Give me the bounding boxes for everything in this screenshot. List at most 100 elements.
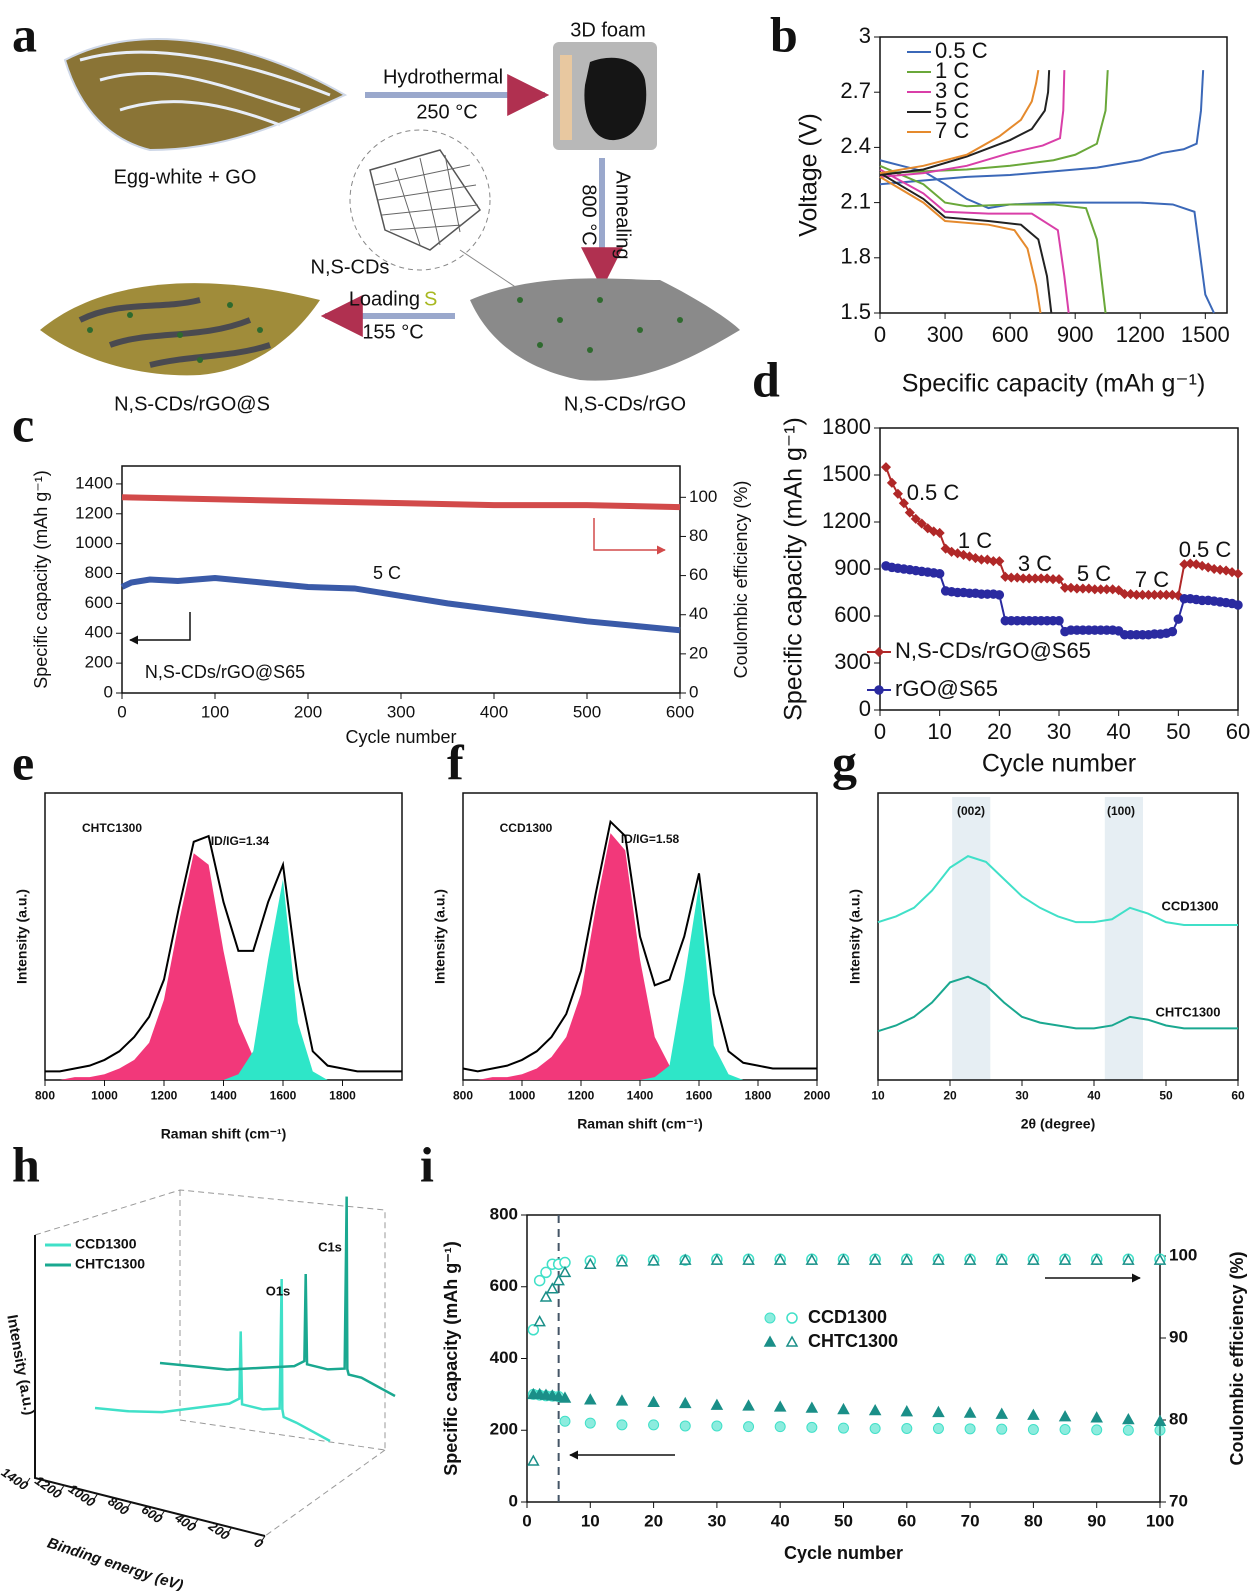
x-tick [92, 1494, 98, 1501]
line [159, 1196, 396, 1398]
y-tick-label: 3 [859, 23, 871, 48]
marker [1058, 1410, 1072, 1422]
x-axis-label: Raman shift (cm⁻¹) [161, 1126, 287, 1142]
marker [910, 513, 921, 524]
y-tick-label: 0 [104, 682, 113, 701]
marker [786, 1312, 798, 1324]
step-label: Loading [349, 288, 420, 310]
marker [963, 1253, 977, 1265]
marker [1012, 572, 1023, 583]
marker [1215, 564, 1226, 575]
marker [932, 1253, 945, 1265]
x-tick-label: 500 [573, 702, 601, 721]
marker [1083, 583, 1094, 594]
marker [1233, 600, 1243, 610]
step-temp: 800 °C [578, 184, 600, 245]
marker [533, 1274, 546, 1287]
annotation: CHTC1300 [82, 821, 142, 835]
x-tick-label: 0 [874, 719, 886, 744]
y-tick-label: 0 [509, 1491, 518, 1510]
x-tick-label: 200 [294, 702, 322, 721]
x-tick [193, 1519, 199, 1526]
x-axis-label: Cycle number [784, 1543, 903, 1563]
y-axis-label: Intensity (a.u.) [432, 889, 448, 984]
line [121, 494, 681, 511]
marker [963, 1406, 977, 1418]
marker [1053, 574, 1065, 585]
marker [773, 1253, 787, 1265]
marker [678, 1396, 692, 1409]
x-tick-label: 50 [1166, 719, 1190, 744]
marker [742, 1253, 755, 1265]
fibers [79, 50, 331, 127]
marker [559, 1415, 571, 1427]
line [879, 172, 1053, 314]
x-tick [260, 1535, 266, 1543]
marker [874, 685, 884, 695]
marker [1185, 558, 1196, 569]
marker [934, 568, 945, 579]
x-tick [159, 1510, 165, 1518]
marker [1167, 589, 1178, 600]
x-tick [59, 1486, 64, 1493]
line [879, 70, 1205, 186]
x-tick-label: 0 [874, 322, 886, 347]
line [879, 159, 1215, 314]
y-tick-label: 800 [85, 563, 113, 582]
axis-3d [34, 1235, 266, 1537]
x-tick-label: 1400 [210, 1089, 237, 1103]
y-axis-label: Specific capacity (mAh g⁻¹) [31, 470, 51, 689]
x-tick-label: 600 [992, 322, 1029, 347]
marker [710, 1398, 724, 1410]
marker [1232, 568, 1244, 579]
marker [533, 1315, 546, 1327]
x-tick-label: 800 [35, 1089, 55, 1103]
marker [1154, 1424, 1166, 1436]
x-tick-label: 1000 [91, 1089, 118, 1103]
x-tick-label: 300 [387, 702, 415, 721]
marker [539, 1290, 553, 1302]
x-tick-label: 0 [251, 1535, 266, 1552]
x-tick-label: 60 [1231, 1089, 1245, 1103]
annotation: (100) [1107, 804, 1135, 818]
marker [1209, 563, 1220, 575]
x-axis-label: 2θ (degree) [1021, 1116, 1095, 1132]
zoom-circle [349, 129, 491, 271]
x-tick-label: 2000 [804, 1089, 831, 1103]
y-tick-label: 1000 [75, 533, 113, 552]
y-tick-label: 1400 [75, 473, 113, 492]
graphene-lattice [374, 154, 479, 246]
legend-label: 0.5 C [935, 38, 988, 63]
x-tick-label: 900 [1057, 322, 1094, 347]
y-tick-label: 1.8 [840, 244, 871, 269]
marker [711, 1420, 723, 1432]
axis-arrow [129, 612, 191, 645]
line [45, 834, 402, 1073]
marker [1173, 614, 1184, 624]
marker [994, 556, 1005, 567]
line [877, 975, 1238, 1033]
x-tick-label: 90 [1087, 1511, 1106, 1530]
annotation: 5 C [1077, 561, 1111, 586]
panel-label: h [12, 1136, 40, 1192]
panel-label: d [752, 351, 780, 407]
x-tick-label: 0 [522, 1511, 531, 1530]
marker [648, 1419, 660, 1431]
y-axis-label: Specific capacity (mAh g⁻¹) [441, 1241, 461, 1476]
x-tick-label: 60 [897, 1511, 916, 1530]
x-tick-label: 1000 [509, 1089, 536, 1103]
x-tick-label: 300 [927, 322, 964, 347]
dots-label: N,S-CDs [311, 256, 390, 278]
marker [886, 477, 897, 488]
x-axis-label: Binding energy (eV) [45, 1535, 185, 1591]
marker [558, 1391, 572, 1403]
foam [584, 57, 647, 141]
x-tick-label: 30 [707, 1511, 726, 1530]
y2-tick-label: 80 [689, 526, 708, 545]
x-tick [25, 1477, 31, 1485]
line [879, 69, 1040, 175]
y-tick-label: 900 [834, 555, 871, 580]
legend-label: 3 C [935, 78, 969, 103]
y-tick-label: 600 [834, 602, 871, 627]
